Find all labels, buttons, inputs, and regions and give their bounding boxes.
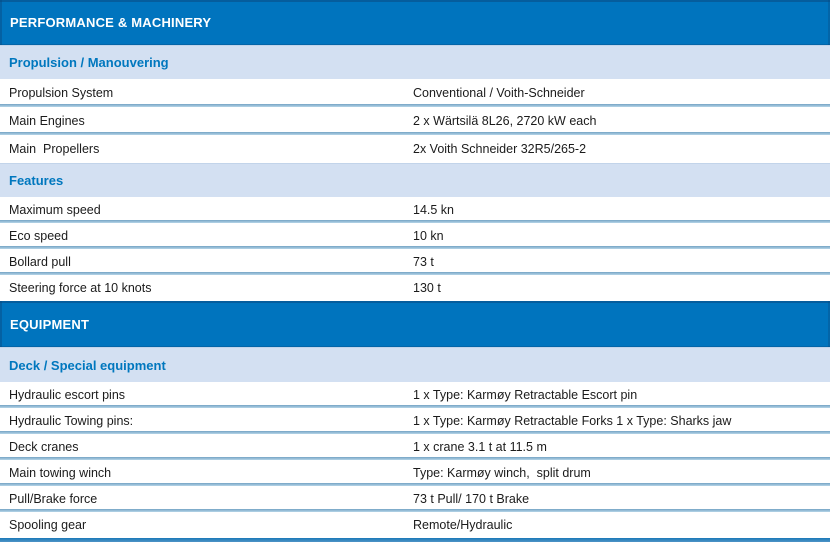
spec-row-value: 10 kn	[413, 228, 444, 243]
spec-row: Bollard pull 73 t	[0, 249, 830, 275]
spec-row-label: Spooling gear	[9, 517, 87, 532]
spec-row-label: Hydraulic escort pins	[9, 387, 126, 402]
section-header-equipment: EQUIPMENT	[0, 301, 830, 347]
section-header-label: EQUIPMENT	[10, 316, 90, 332]
spec-row: Hydraulic Towing pins: 1 x Type: Karmøy …	[0, 408, 830, 434]
spec-row-value: 1 x crane 3.1 t at 11.5 m	[413, 439, 547, 454]
subsection-header-propulsion-manouvering: Propulsion / Manouvering	[0, 45, 830, 79]
spec-row-label: Deck cranes	[9, 439, 79, 454]
spec-row-value: 73 t	[413, 254, 434, 269]
spec-row: Eco speed 10 kn	[0, 223, 830, 249]
spec-row-value: 130 t	[413, 280, 441, 295]
spec-row-value: 2x Voith Schneider 32R5/265-2	[413, 141, 587, 156]
spec-row: Pull/Brake force 73 t Pull/ 170 t Brake	[0, 486, 830, 512]
spec-row-label: Main Propellers	[9, 141, 100, 156]
spec-row-value: 2 x Wärtsilä 8L26, 2720 kW each	[413, 113, 597, 128]
spec-row-value: 1 x Type: Karmøy Retractable Escort pin	[413, 387, 638, 402]
spec-row-label: Steering force at 10 knots	[9, 280, 152, 295]
spec-group-propulsion: Propulsion System Conventional / Voith-S…	[0, 79, 830, 163]
spec-row: Spooling gear Remote/Hydraulic	[0, 512, 830, 538]
spec-row-value: 1 x Type: Karmøy Retractable Forks 1 x T…	[413, 413, 732, 428]
spec-row: Main Propellers 2x Voith Schneider 32R5/…	[0, 135, 830, 163]
spec-row-value: Type: Karmøy winch, split drum	[413, 465, 591, 480]
spec-row-label: Pull/Brake force	[9, 491, 98, 506]
spec-row-label: Bollard pull	[9, 254, 71, 269]
spec-row-label: Propulsion System	[9, 85, 114, 100]
subsection-header-deck-special-equipment: Deck / Special equipment	[0, 347, 830, 382]
spec-row: Main Engines 2 x Wärtsilä 8L26, 2720 kW …	[0, 107, 830, 135]
spec-row-value: 14.5 kn	[413, 202, 455, 217]
spec-row-label: Hydraulic Towing pins:	[9, 413, 134, 428]
spec-row-label: Main Engines	[9, 113, 85, 128]
spec-row-value: 73 t Pull/ 170 t Brake	[413, 491, 530, 506]
subsection-header-features: Features	[0, 163, 830, 197]
spec-row: Steering force at 10 knots 130 t	[0, 275, 830, 301]
spec-row: Maximum speed 14.5 kn	[0, 197, 830, 223]
spec-row-label: Eco speed	[9, 228, 69, 243]
spec-group-deck-equipment: Hydraulic escort pins 1 x Type: Karmøy R…	[0, 382, 830, 538]
spec-row: Hydraulic escort pins 1 x Type: Karmøy R…	[0, 382, 830, 408]
spec-row-value: Conventional / Voith-Schneider	[413, 85, 585, 100]
spec-row-value: Remote/Hydraulic	[413, 517, 513, 532]
spec-group-features: Maximum speed 14.5 kn Eco speed 10 kn Bo…	[0, 197, 830, 301]
spec-row: Deck cranes 1 x crane 3.1 t at 11.5 m	[0, 434, 830, 460]
spec-row: Main towing winch Type: Karmøy winch, sp…	[0, 460, 830, 486]
subsection-header-label: Propulsion / Manouvering	[9, 55, 169, 70]
section-header-performance-machinery: PERFORMANCE & MACHINERY	[0, 0, 830, 45]
spec-row: Propulsion System Conventional / Voith-S…	[0, 79, 830, 107]
section-header-label: PERFORMANCE & MACHINERY	[10, 15, 212, 30]
spec-row-label: Maximum speed	[9, 202, 101, 217]
table-bottom-rule	[0, 538, 830, 542]
subsection-header-label: Features	[9, 173, 64, 188]
spec-row-label: Main towing winch	[9, 465, 112, 480]
subsection-header-label: Deck / Special equipment	[9, 357, 166, 373]
